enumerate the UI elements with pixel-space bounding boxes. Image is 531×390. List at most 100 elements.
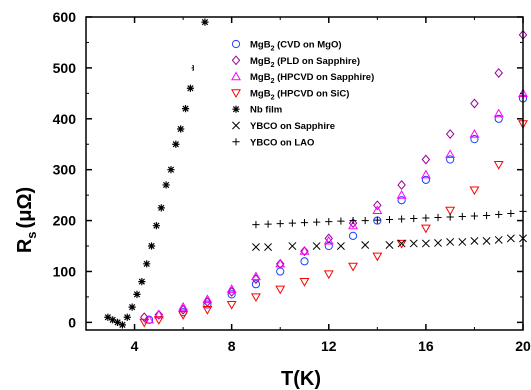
data-point-plus	[337, 217, 345, 225]
data-point-triangle-up	[178, 301, 189, 311]
data-point-diamond	[275, 258, 285, 269]
legend-label: MgB2 (HPCVD on SiC)	[250, 88, 349, 101]
data-point-plus	[313, 218, 321, 226]
data-point-plus	[300, 219, 309, 227]
data-point-x-cross	[482, 236, 491, 245]
data-point-asterisk	[177, 125, 185, 133]
data-point-diamond	[154, 309, 164, 320]
legend-label: Nb film	[250, 105, 282, 116]
y-tick-label: 400	[53, 111, 77, 127]
data-point-asterisk	[152, 222, 161, 230]
data-point-asterisk	[162, 181, 170, 189]
legend-label: YBCO on Sapphire	[250, 121, 335, 132]
legend-marker-x-cross	[232, 121, 240, 130]
legend-label: MgB2 (CVD on MgO)	[250, 40, 342, 53]
legend-entry: MgB2 (CVD on MgO)	[231, 39, 342, 53]
x-tick-label: 4	[131, 338, 139, 354]
legend-entry: YBCO on LAO	[232, 137, 314, 148]
x-tick-label: 16	[418, 338, 434, 354]
data-point-asterisk	[172, 140, 180, 148]
data-point-diamond	[494, 68, 503, 78]
data-point-diamond	[421, 154, 431, 165]
data-point-asterisk	[104, 313, 112, 321]
legend-marker-triangle-down	[231, 89, 241, 99]
data-point-plus	[361, 216, 369, 225]
data-point-plus	[385, 215, 394, 224]
x-tick-label: 12	[321, 338, 337, 354]
legend-box	[194, 33, 406, 150]
data-point-x-cross	[361, 241, 370, 249]
data-point-circle	[494, 114, 503, 123]
legend-marker-plus	[232, 138, 240, 146]
data-point-triangle-down	[250, 293, 261, 303]
data-point-plus	[495, 210, 503, 219]
data-point-circle	[276, 267, 285, 276]
data-point-x-cross	[251, 243, 260, 251]
data-point-diamond	[373, 200, 382, 211]
y-tick-label: 100	[53, 263, 77, 279]
data-point-plus	[264, 220, 272, 228]
data-point-x-cross	[494, 235, 503, 244]
data-point-circle	[421, 175, 430, 184]
data-point-diamond	[178, 304, 188, 315]
data-point-diamond	[470, 98, 479, 109]
x-tick-label: 20	[515, 338, 531, 354]
y-tick-label: 600	[53, 9, 77, 25]
data-point-plus	[410, 214, 418, 223]
data-point-asterisk	[143, 260, 151, 268]
data-point-circle	[251, 280, 261, 289]
data-point-x-cross	[336, 242, 345, 250]
data-point-x-cross	[385, 241, 394, 249]
data-point-circle	[470, 135, 479, 144]
data-point-asterisk	[128, 303, 136, 311]
y-tick-label: 500	[53, 60, 77, 76]
data-point-triangle-down	[469, 186, 480, 196]
data-point-asterisk	[113, 318, 122, 326]
data-point-circle	[203, 300, 212, 309]
series-4	[104, 18, 209, 329]
data-point-diamond	[251, 274, 261, 285]
data-point-asterisk	[201, 18, 209, 26]
data-point-triangle-down	[348, 262, 359, 272]
data-point-triangle-up	[445, 149, 456, 159]
data-point-plus	[373, 216, 381, 224]
legend-entry: Nb film	[232, 105, 282, 116]
data-point-diamond	[324, 233, 334, 244]
data-point-triangle-up	[299, 246, 310, 255]
data-point-x-cross	[264, 243, 273, 251]
data-point-triangle-up	[493, 108, 504, 118]
data-point-triangle-up	[250, 271, 261, 281]
legend-marker-triangle-up	[231, 71, 241, 81]
data-point-triangle-down	[275, 285, 286, 295]
data-point-triangle-down	[139, 318, 150, 328]
data-markers	[104, 18, 528, 329]
data-point-plus	[458, 212, 466, 221]
y-tick-label: 300	[53, 162, 77, 178]
data-point-plus	[482, 211, 491, 220]
data-point-x-cross	[312, 242, 321, 250]
series-2	[144, 88, 528, 324]
data-point-asterisk	[133, 290, 141, 298]
data-point-plus	[252, 221, 260, 229]
data-point-asterisk	[147, 242, 156, 250]
legend-entry: MgB2 (PLD on Sapphire)	[231, 55, 360, 69]
data-point-triangle-down	[445, 206, 456, 216]
data-point-asterisk	[118, 321, 127, 329]
data-point-triangle-down	[178, 311, 189, 320]
legend-label: MgB2 (PLD on Sapphire)	[250, 56, 360, 69]
series-6	[252, 207, 527, 229]
axes: 0 100 200 300 400 500 600 4 8 12 16 20	[53, 9, 531, 354]
data-point-plus	[446, 213, 454, 221]
data-point-triangle-up	[396, 190, 407, 199]
legend-entry: YBCO on Sapphire	[232, 121, 335, 132]
data-point-triangle-down	[396, 239, 407, 249]
legend-marker-asterisk	[232, 105, 240, 113]
data-point-x-cross	[446, 237, 455, 246]
data-point-plus	[434, 213, 442, 222]
data-point-triangle-up	[420, 169, 431, 179]
data-point-triangle-up	[226, 284, 237, 293]
x-axis-title: T(K)	[281, 368, 321, 390]
data-point-x-cross	[470, 236, 479, 245]
data-point-triangle-down	[323, 270, 334, 280]
legend-marker-circle	[231, 39, 241, 49]
